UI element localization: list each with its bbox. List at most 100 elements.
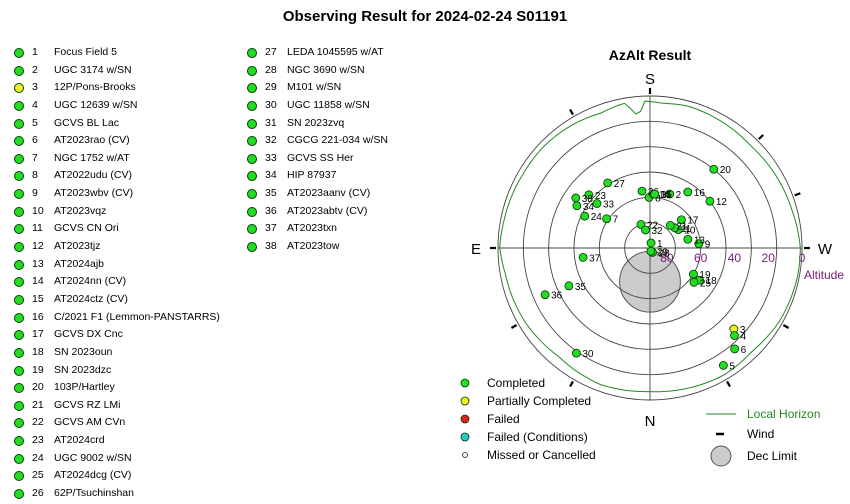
data-point-label: 25: [700, 278, 712, 289]
target-name: AT2022udu (CV): [54, 169, 133, 182]
target-name: AT2023tow: [287, 240, 340, 253]
target-name: SN 2023dzc: [54, 363, 112, 376]
target-number: 22: [32, 416, 44, 429]
direction-n: N: [645, 413, 656, 430]
data-point: [637, 186, 647, 196]
target-number: 4: [32, 98, 38, 111]
data-point-label: 23: [595, 191, 607, 202]
data-point-label: 24: [591, 212, 603, 223]
target-name: CGCG 221-034 w/SN: [287, 134, 388, 147]
target-number: 23: [32, 434, 44, 447]
data-point-label: 21: [676, 221, 688, 232]
wind-tick: [782, 324, 790, 329]
data-point: [689, 269, 698, 279]
data-point: [665, 189, 675, 199]
target-number: 25: [32, 469, 44, 482]
target-number: 2: [32, 63, 38, 76]
status-dot: [247, 224, 257, 235]
data-point-label: 9: [705, 240, 711, 251]
data-point-label: 6: [741, 345, 747, 356]
target-name: UGC 12639 w/SN: [54, 98, 138, 111]
target-name: AT2024crd: [54, 434, 105, 447]
status-dot: [14, 312, 24, 323]
data-point: [650, 189, 660, 199]
target-number: 21: [32, 398, 44, 411]
legend-label: Dec Limit: [747, 449, 798, 463]
target-name: AT2024nn (CV): [54, 275, 127, 288]
data-point-label: 13: [694, 235, 706, 246]
data-point: [709, 164, 719, 174]
status-dot: [14, 224, 24, 235]
target-name: AT2024ctz (CV): [54, 292, 128, 305]
legend-marker: [460, 414, 470, 424]
wind-tick: [726, 380, 731, 388]
data-point-label: 27: [614, 179, 626, 190]
target-name: UGC 11858 w/SN: [287, 98, 370, 111]
target-name: 103P/Hartley: [54, 381, 115, 394]
data-point-label: 30: [582, 349, 594, 360]
target-number: 31: [265, 116, 277, 129]
data-point: [718, 361, 728, 370]
target-name: AT2023txn: [287, 222, 338, 235]
status-dot: [247, 48, 257, 58]
status-dot: [14, 100, 24, 111]
wind-tick: [569, 108, 574, 116]
target-name: NGC 3690 w/SN: [287, 63, 365, 76]
status-dot: [247, 118, 257, 129]
data-point-label: 14: [659, 190, 671, 201]
status-dot: [247, 189, 257, 200]
local-horizon-line: [499, 100, 801, 393]
target-number: 13: [32, 257, 44, 270]
data-point-label: 36: [551, 291, 563, 302]
target-name: GCVS SS Her: [287, 151, 354, 164]
target-name: AT2023tjz: [54, 240, 101, 253]
data-point: [580, 211, 590, 221]
legend-label: Missed or Cancelled: [487, 448, 596, 462]
data-point: [683, 234, 693, 244]
status-dot: [14, 189, 24, 200]
target-name: Focus Field 5: [54, 46, 118, 58]
target-name: C/2021 F1 (Lemmon-PANSTARRS): [54, 310, 220, 323]
data-point: [571, 348, 581, 358]
data-point: [646, 246, 656, 256]
status-dot: [14, 294, 24, 305]
direction-e: E: [471, 241, 481, 258]
data-point: [646, 238, 656, 248]
data-point: [592, 199, 602, 208]
chart-title: AzAlt Result: [609, 47, 692, 63]
status-dot: [14, 330, 24, 341]
target-number: 14: [32, 275, 44, 288]
status-dot: [14, 153, 24, 164]
status-dot: [14, 489, 24, 500]
data-point-label: 5: [729, 361, 735, 372]
page-title: Observing Result for 2024-02-24 S01191: [282, 8, 568, 25]
wind-tick: [569, 380, 574, 388]
target-name: 62P/Tsuchinshan: [54, 487, 134, 500]
status-dot: [14, 436, 24, 447]
legend-marker: [462, 452, 468, 458]
target-name: SN 2023zvq: [287, 116, 345, 129]
target-number: 15: [32, 292, 44, 305]
data-point: [730, 331, 739, 340]
data-point: [578, 253, 588, 262]
direction-w: W: [818, 241, 833, 258]
target-number: 20: [32, 381, 44, 394]
target-number: 24: [32, 451, 44, 464]
data-point-label: 38: [582, 194, 594, 205]
altitude-tick-label: 20: [762, 251, 776, 265]
target-name: UGC 3174 w/SN: [54, 63, 132, 76]
data-point-label: 4: [740, 331, 746, 342]
target-number: 5: [32, 116, 38, 129]
target-name: AT2023rao (CV): [54, 134, 130, 147]
status-dot: [247, 83, 257, 94]
target-name: AT2023vqz: [54, 204, 107, 217]
data-point: [571, 193, 581, 203]
altitude-tick-label: 60: [694, 251, 708, 265]
data-point: [676, 215, 686, 225]
target-number: 8: [32, 169, 38, 182]
status-dot: [247, 153, 257, 164]
status-dot: [247, 206, 257, 217]
target-name: 12P/Pons-Brooks: [54, 81, 136, 94]
data-point: [683, 187, 693, 197]
